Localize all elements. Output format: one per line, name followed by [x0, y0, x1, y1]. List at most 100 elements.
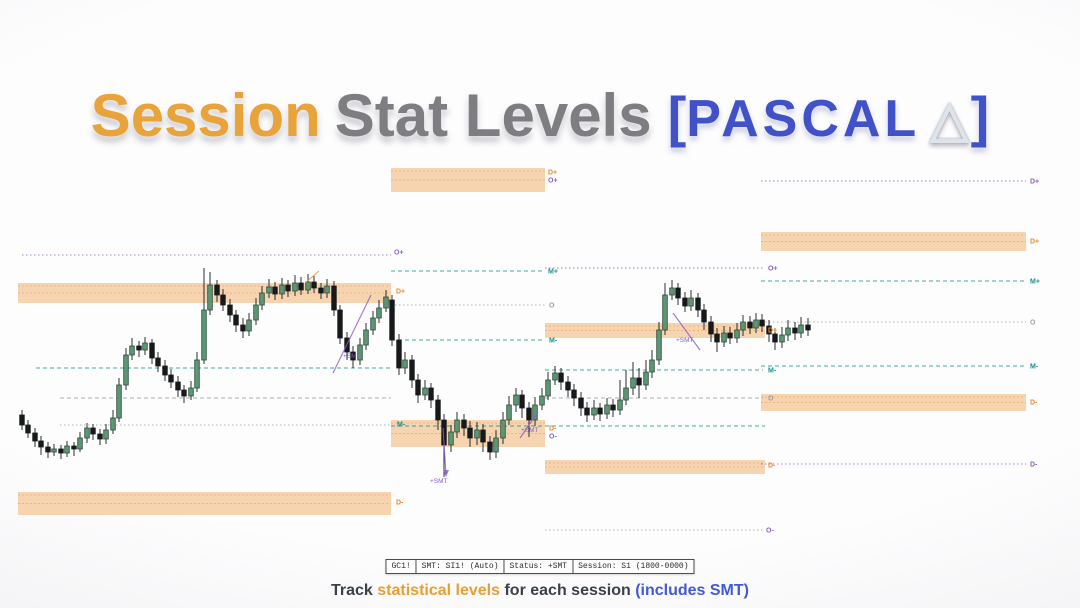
candle-down [97, 433, 103, 440]
candle-up [383, 296, 389, 309]
candle-down [162, 365, 168, 376]
candle-up [454, 419, 460, 433]
status-cell: Status: +SMT [504, 560, 574, 573]
candle-up [779, 334, 785, 343]
candle-down [311, 281, 317, 289]
candle-down [389, 299, 395, 341]
candle-down [571, 389, 577, 399]
candle-up [734, 329, 740, 339]
candle-up [123, 354, 129, 386]
level-label: D+ [1030, 179, 1039, 186]
candle-down [766, 325, 772, 335]
level-label: D+ [1030, 239, 1039, 246]
candle-down [181, 389, 187, 397]
candle-up [292, 282, 298, 292]
level-label: D- [549, 426, 557, 433]
candle-down [682, 297, 688, 307]
level-label: D- [396, 500, 404, 507]
level-label: M- [1030, 364, 1039, 371]
candle-up [129, 345, 135, 356]
candle-down [487, 441, 493, 453]
level-label: M- [397, 422, 406, 429]
candle-up [474, 429, 480, 439]
candle-down [578, 397, 584, 409]
level-label: O+ [768, 266, 778, 273]
candle-down [435, 399, 441, 421]
candle-down [759, 319, 765, 327]
candle-down [350, 351, 356, 361]
candle-up [448, 431, 454, 446]
smt-arrowhead-icon [443, 470, 449, 477]
candle-down [136, 345, 142, 351]
triangle-logo-icon: △ [930, 91, 969, 147]
candle-up [740, 321, 746, 331]
smt-line [332, 294, 372, 374]
level-label: O- [549, 434, 557, 441]
candle-up [77, 437, 83, 450]
candle-down [175, 381, 181, 391]
candle-up [513, 394, 519, 406]
level-label: D+ [548, 170, 557, 177]
candle-down [149, 342, 155, 359]
candle-up [591, 407, 597, 416]
candle-up [259, 292, 265, 306]
candle-down [428, 387, 434, 401]
candle-down [701, 309, 707, 323]
candle-down [19, 414, 25, 426]
candle-up [305, 281, 311, 291]
candle-down [480, 429, 486, 443]
candle-up [662, 294, 668, 331]
level-labels-layer: O+D+M-D-D+O+M+OM-D-O-O+D+M-OD-O-D+D+M+OM… [394, 170, 1040, 535]
candle-up [188, 387, 194, 397]
caption-text: Track statistical levels for each sessio… [0, 582, 1080, 600]
candles-layer [19, 268, 811, 477]
candle-up [623, 387, 629, 401]
caption-lead: Track [331, 582, 378, 599]
candle-up [357, 344, 363, 361]
candle-up [376, 307, 382, 319]
status-cell: GC1! [386, 560, 417, 573]
candle-down [337, 309, 343, 339]
candle-up [617, 399, 623, 411]
candle-up [84, 427, 90, 439]
status-cell: SMT: SI1! (Auto) [417, 560, 505, 573]
stat-level-band [18, 492, 391, 515]
smt-line [672, 312, 701, 351]
candle-down [747, 321, 753, 329]
candle-down [526, 407, 532, 421]
candle-up [688, 297, 694, 307]
title-open-bracket: [ [667, 85, 687, 148]
candle-down [168, 374, 174, 383]
smt-label: +SMT [521, 427, 539, 434]
level-label: D+ [768, 328, 777, 335]
level-label: O [1030, 320, 1036, 327]
indicator-status-bar[interactable]: GC1! SMT: SI1! (Auto) Status: +SMT Session:… [385, 559, 695, 574]
candle-up [279, 284, 285, 295]
title-word-session: Session [90, 82, 321, 149]
candle-up [545, 379, 551, 397]
level-label: D- [1030, 462, 1038, 469]
candle-down [714, 333, 720, 343]
session-bands-layer [18, 168, 1026, 515]
candle-down [32, 432, 38, 442]
candle-down [792, 327, 798, 334]
candle-up [669, 287, 675, 296]
status-cell: Session: S1 (1800-0000) [578, 562, 689, 571]
level-label: O [549, 303, 555, 310]
title-close-bracket: ] [970, 85, 990, 148]
candle-up [493, 437, 499, 453]
candle-up [194, 359, 200, 389]
candle-down [38, 440, 44, 448]
candle-up [721, 332, 727, 343]
candle-down [415, 379, 421, 396]
candle-up [253, 304, 259, 321]
candle-down [805, 324, 811, 331]
candle-down [584, 407, 590, 416]
candle-up [110, 417, 116, 431]
candle-down [298, 282, 304, 291]
candle-up [103, 429, 109, 440]
candle-up [363, 329, 369, 346]
candle-down [155, 357, 161, 367]
